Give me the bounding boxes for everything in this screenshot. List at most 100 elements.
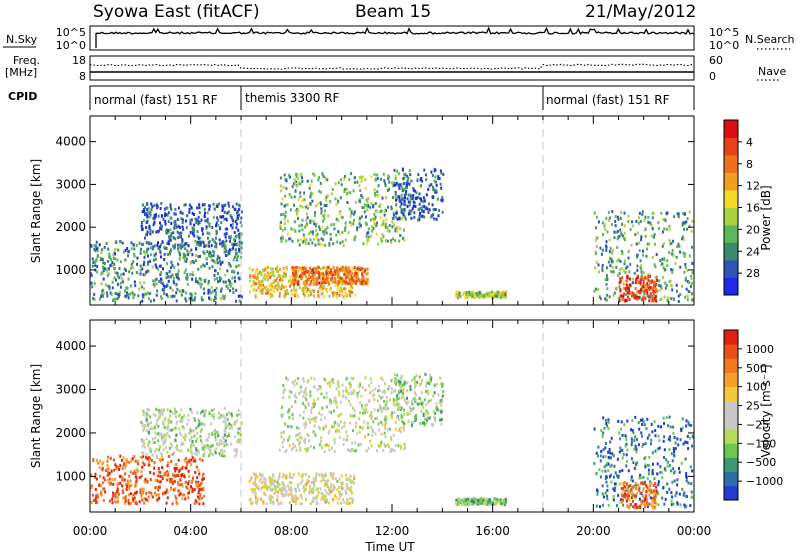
echo-cell <box>370 219 372 222</box>
echo-cell <box>231 277 233 280</box>
echo-cell <box>385 404 387 407</box>
echo-cell <box>366 242 368 245</box>
echo-cell <box>336 488 338 491</box>
echo-cell <box>656 253 658 256</box>
echo-cell <box>435 403 437 406</box>
echo-cell <box>159 434 161 437</box>
echo-cell <box>170 295 172 298</box>
echo-cell <box>647 294 649 297</box>
echo-cell <box>97 494 99 497</box>
echo-cell <box>687 298 689 301</box>
echo-cell <box>147 444 149 447</box>
echo-cell <box>326 492 328 495</box>
echo-cell <box>301 437 303 440</box>
echo-cell <box>177 490 179 493</box>
echo-cell <box>211 445 213 448</box>
echo-cell <box>195 427 197 430</box>
echo-cell <box>182 228 184 231</box>
echo-cell <box>365 388 367 391</box>
echo-cell <box>183 204 185 207</box>
echo-cell <box>442 383 444 386</box>
echo-cell <box>425 421 427 424</box>
echo-cell <box>398 172 400 175</box>
echo-cell <box>283 473 285 476</box>
echo-cell <box>224 233 226 236</box>
echo-cell <box>291 405 293 408</box>
echo-cell <box>398 429 400 432</box>
echo-cell <box>311 406 313 409</box>
echo-cell <box>167 275 169 278</box>
echo-cell <box>646 289 648 292</box>
echo-cell <box>290 482 292 485</box>
echo-cell <box>310 184 312 187</box>
echo-cell <box>321 272 323 275</box>
echo-cell <box>199 211 201 214</box>
echo-cell <box>136 468 138 471</box>
echo-cell <box>249 274 251 277</box>
echo-cell <box>384 427 386 430</box>
echo-cell <box>225 240 227 243</box>
echo-cell <box>196 466 198 469</box>
echo-cell <box>120 240 122 243</box>
echo-cell <box>156 454 158 457</box>
echo-cell <box>284 215 286 218</box>
echo-cell <box>311 488 313 491</box>
echo-cell <box>276 481 278 484</box>
echo-cell <box>376 174 378 177</box>
echo-cell <box>395 401 397 404</box>
echo-cell <box>177 247 179 250</box>
echo-cell <box>615 215 617 218</box>
echo-cell <box>196 476 198 479</box>
echo-cell <box>666 264 668 267</box>
echo-cell <box>593 290 595 293</box>
echo-cell <box>310 230 312 233</box>
echo-cell <box>394 239 396 242</box>
echo-cell <box>638 242 640 245</box>
echo-cell <box>249 267 251 270</box>
echo-cell <box>237 272 239 275</box>
echo-cell <box>337 230 339 233</box>
echo-cell <box>226 435 228 438</box>
echo-cell <box>113 298 115 301</box>
echo-cell <box>144 253 146 256</box>
echo-cell <box>410 388 412 391</box>
colorbar-swatch <box>724 260 738 278</box>
echo-cell <box>349 382 351 385</box>
echo-cell <box>298 472 300 475</box>
echo-cell <box>683 271 685 274</box>
echo-cell <box>281 415 283 418</box>
echo-cell <box>359 225 361 228</box>
echo-cell <box>155 414 157 417</box>
echo-cell <box>616 246 618 249</box>
echo-cell <box>192 430 194 433</box>
echo-cell <box>100 251 102 254</box>
echo-cell <box>308 271 310 274</box>
echo-cell <box>391 207 393 210</box>
echo-cell <box>162 458 164 461</box>
echo-cell <box>329 288 331 291</box>
echo-cell <box>225 236 227 239</box>
echo-cell <box>121 277 123 280</box>
echo-cell <box>418 208 420 211</box>
echo-cell <box>160 271 162 274</box>
echo-cell <box>324 426 326 429</box>
echo-cell <box>172 473 174 476</box>
echo-cell <box>146 248 148 251</box>
echo-cell <box>425 173 427 176</box>
echo-cell <box>647 275 649 278</box>
echo-cell <box>337 286 339 289</box>
echo-cell <box>335 477 337 480</box>
echo-cell <box>296 382 298 385</box>
echo-cell <box>158 467 160 470</box>
nsky-panel: N.Sky 10^5 10^0 10^5 10^0 N.Search <box>3 26 795 52</box>
echo-cell <box>91 285 93 288</box>
echo-cell <box>149 457 151 460</box>
echo-cell <box>356 432 358 435</box>
echo-cell <box>387 443 389 446</box>
echo-cell <box>351 449 353 452</box>
echo-cell <box>141 499 143 502</box>
echo-cell <box>143 502 145 505</box>
echo-cell <box>217 224 219 227</box>
echo-cell <box>291 476 293 479</box>
echo-cell <box>279 286 281 289</box>
